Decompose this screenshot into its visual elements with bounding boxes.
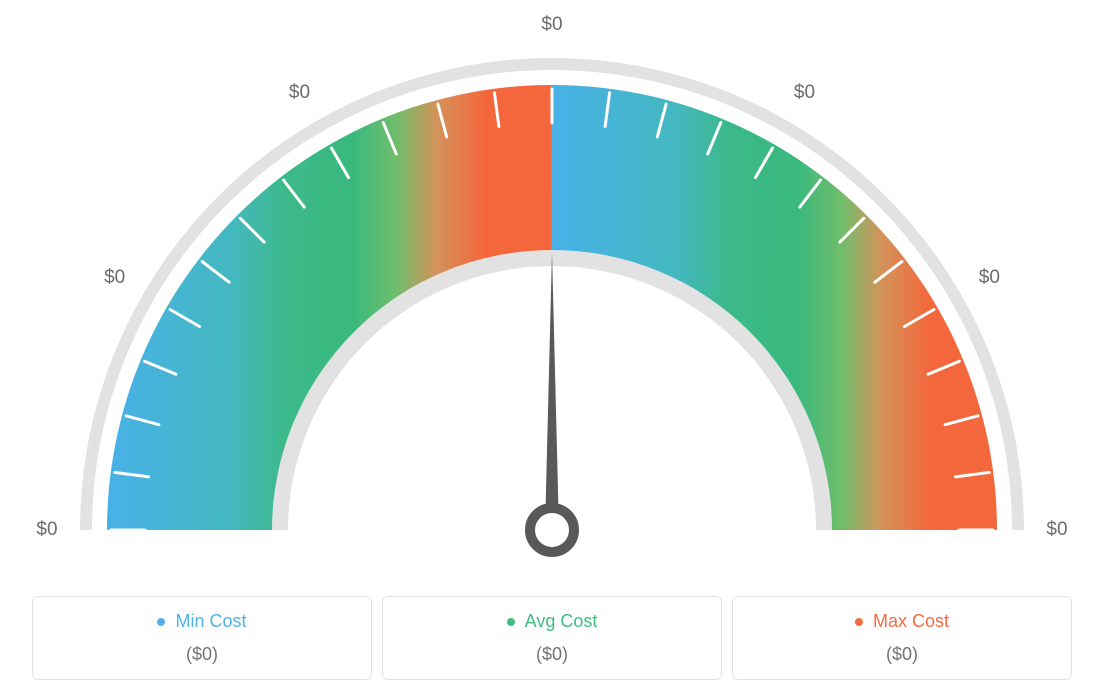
legend-min-label: Min Cost: [157, 611, 246, 632]
legend-avg-value: ($0): [383, 644, 721, 665]
legend-card-avg: Avg Cost ($0): [382, 596, 722, 680]
gauge-tick-label: $0: [104, 267, 125, 289]
gauge-chart: $0 $0 $0 $0 $0 $0 $0: [22, 0, 1082, 560]
legend-avg-label: Avg Cost: [507, 611, 598, 632]
gauge-tick-label: $0: [794, 82, 815, 104]
gauge-svg: [22, 0, 1082, 560]
gauge-tick-label: $0: [1046, 519, 1067, 541]
legend-max-label: Max Cost: [855, 611, 949, 632]
gauge-tick-label: $0: [36, 519, 57, 541]
legend-max-value: ($0): [733, 644, 1071, 665]
legend-card-min: Min Cost ($0): [32, 596, 372, 680]
gauge-tick-label: $0: [289, 82, 310, 104]
gauge-tick-label: $0: [541, 14, 562, 36]
legend-min-value: ($0): [33, 644, 371, 665]
gauge-tick-label: $0: [979, 267, 1000, 289]
legend-card-max: Max Cost ($0): [732, 596, 1072, 680]
legend-row: Min Cost ($0) Avg Cost ($0) Max Cost ($0…: [32, 596, 1072, 680]
